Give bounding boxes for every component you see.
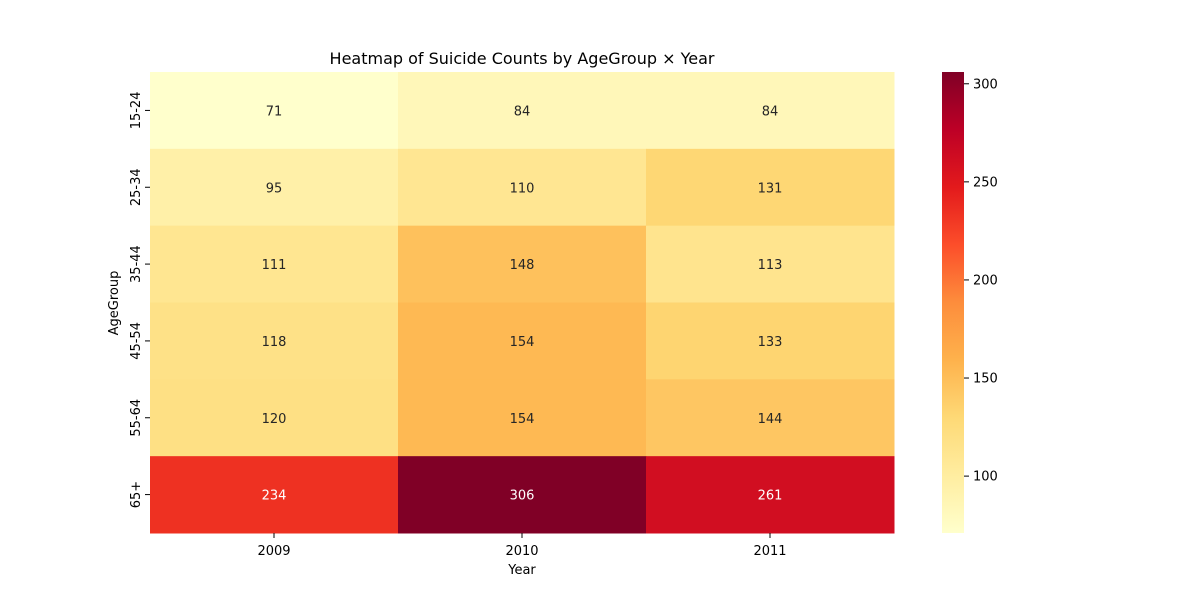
heatmap-cell: [398, 302, 647, 380]
colorbar-tick-label: 200: [973, 273, 998, 288]
colorbar-gradient: [942, 72, 964, 533]
chart-title: Heatmap of Suicide Counts by AgeGroup × …: [330, 49, 715, 68]
heatmap-cell: [150, 72, 399, 150]
x-tick-label: 2010: [505, 544, 538, 559]
colorbar-tick-label: 250: [973, 175, 998, 190]
heatmap-cell-label: 118: [262, 335, 287, 350]
heatmap-cell-label: 154: [510, 335, 535, 350]
heatmap-cell-label: 84: [514, 104, 531, 119]
y-axis-label: AgeGroup: [107, 271, 122, 336]
heatmap-cell: [646, 456, 895, 534]
heatmap-cell-label: 261: [758, 489, 783, 504]
heatmap-cell: [150, 302, 399, 380]
colorbar-tick-label: 150: [973, 372, 998, 387]
colorbar-ticks: 100 150 200 250 300: [964, 77, 998, 485]
heatmap-cell-label: 113: [758, 258, 783, 273]
heatmap-cell: [150, 456, 399, 534]
heatmap-cell-label: 148: [510, 258, 535, 273]
heatmap-cell: [398, 456, 647, 534]
heatmap-cell-label: 133: [758, 335, 783, 350]
heatmap-cell-label: 131: [758, 181, 783, 196]
heatmap-cell: [150, 225, 399, 303]
heatmap-cell: [150, 148, 399, 227]
x-axis-label: Year: [507, 563, 536, 578]
colorbar: 100 150 200 250 300: [942, 72, 998, 533]
heatmap-cell-label: 234: [262, 489, 287, 504]
heatmap-cell-label: 154: [510, 412, 535, 427]
heatmap-cell-label: 71: [266, 104, 283, 119]
y-tick-label: 55-64: [129, 399, 144, 437]
heatmap-cell: [646, 148, 895, 227]
heatmap-cell: [150, 379, 399, 457]
heatmap-cell-label: 120: [262, 412, 287, 427]
colorbar-tick-label: 100: [973, 470, 998, 485]
y-tick-label: 45-54: [129, 322, 144, 360]
x-axis: 2009 2010 2011: [257, 533, 787, 559]
heatmap-cell: [646, 72, 895, 150]
heatmap-cell: [646, 225, 895, 303]
heatmap-cell-label: 306: [510, 489, 535, 504]
heatmap-cell-labels: 71 84 84 95 110 131 111 148 113 118 154 133 120 154 14…: [262, 104, 783, 503]
heatmap-cell: [646, 302, 895, 380]
heatmap-cell-label: 84: [762, 104, 779, 119]
x-tick-label: 2009: [257, 544, 290, 559]
x-tick-label: 2011: [753, 544, 786, 559]
y-tick-label: 25-34: [129, 168, 144, 206]
heatmap-cell-label: 111: [262, 258, 287, 273]
y-tick-label: 35-44: [129, 245, 144, 283]
heatmap-cell: [398, 225, 647, 303]
heatmap-cell-label: 144: [758, 412, 783, 427]
y-tick-label: 65+: [129, 481, 144, 508]
heatmap-cell: [398, 379, 647, 457]
heatmap-cell-label: 110: [510, 181, 535, 196]
colorbar-tick-label: 300: [973, 77, 998, 92]
heatmap-cell: [646, 379, 895, 457]
y-tick-label: 15-24: [129, 92, 144, 130]
heatmap-cell: [398, 148, 647, 227]
heatmap-cell-label: 95: [266, 181, 283, 196]
heatmap-cells: [150, 72, 895, 534]
heatmap-cell: [398, 72, 647, 150]
y-axis: 15-24 25-34 35-44 45-54 55-64 65+: [129, 92, 150, 508]
